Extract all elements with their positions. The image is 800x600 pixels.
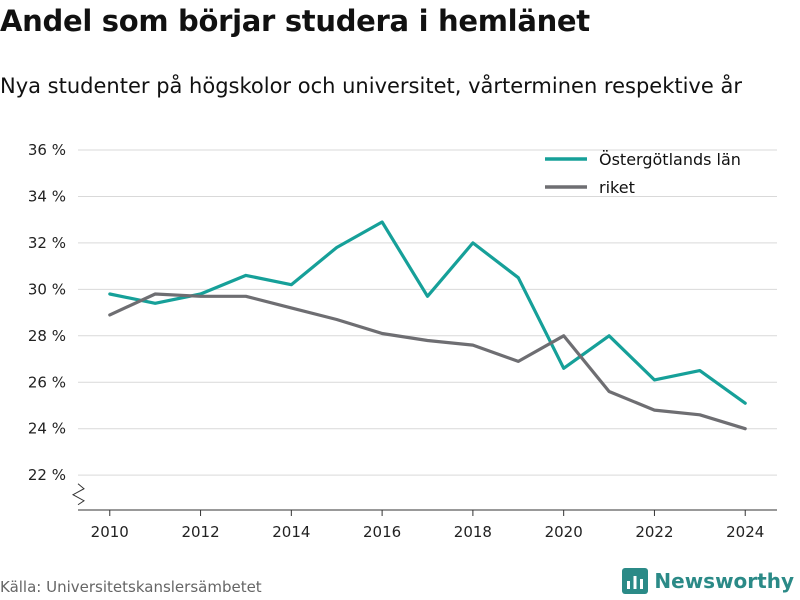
y-tick-label: 34 % [28,187,66,205]
y-tick-label: 36 % [28,141,66,159]
newsworthy-logo-icon [622,568,649,594]
x-axis: 2010 2012 2014 2016 2018 2020 2022 2024 [71,483,777,541]
axis-break-icon [71,483,85,506]
chart-subtitle: Nya studenter på högskolor och universit… [0,74,742,98]
y-axis-ticks: 22 % 24 % 26 % 28 % 30 % 32 % 34 % 36 % [28,141,66,484]
gridlines [78,149,777,476]
x-tick-label: 2014 [272,523,310,541]
y-tick-label: 32 % [28,234,66,252]
y-tick-label: 22 % [28,466,66,484]
y-tick-label: 30 % [28,280,66,298]
brand-name: Newsworthy [654,569,794,593]
x-tick-label: 2016 [363,523,401,541]
x-tick-label: 2022 [635,523,673,541]
x-tick-label: 2018 [454,523,492,541]
x-tick-label: 2024 [726,523,764,541]
source-note: Källa: Universitetskanslersämbetet [0,578,262,596]
series-line [108,220,747,405]
chart-title: Andel som börjar studera i hemlänet [0,4,590,38]
legend: Östergötlands län riket [545,150,741,197]
x-tick-label: 2020 [545,523,583,541]
y-tick-label: 28 % [28,327,66,345]
brand-logo: Newsworthy [622,568,794,594]
series-line [108,292,747,431]
series-lines [108,220,747,431]
legend-label: riket [599,178,635,197]
x-tick-label: 2010 [91,523,129,541]
y-tick-label: 24 % [28,420,66,438]
x-tick-label: 2012 [181,523,219,541]
y-tick-label: 26 % [28,373,66,391]
legend-label: Östergötlands län [599,150,741,169]
